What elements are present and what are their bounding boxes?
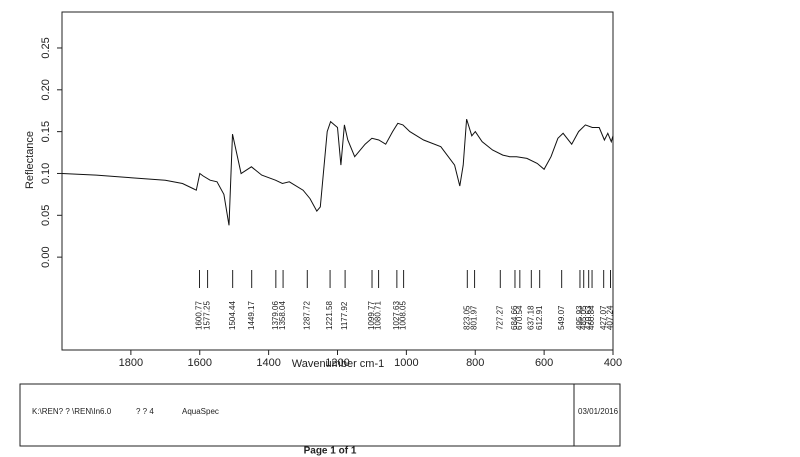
y-tick-label: 0.00 [40,246,52,267]
peak-label: 485.05 [579,305,588,330]
peak-label: 801.97 [470,305,479,330]
peak-label: 1008.05 [399,301,408,330]
peak-label: 495.93 [575,305,584,330]
peak-label: 460.84 [587,305,596,330]
y-tick-label: 0.05 [40,205,52,226]
peak-label: 684.66 [510,305,519,330]
peak-label: 612.91 [535,305,544,330]
peak-label: 1449.17 [247,301,256,330]
x-tick-label: 1000 [394,357,418,369]
x-tick-label: 1200 [325,357,349,369]
plot-frame [61,11,614,351]
peak-label: 1027.63 [392,301,401,330]
peak-label: 727.27 [495,305,504,330]
x-tick-label: 400 [604,357,622,369]
date: 03/01/2016 [578,407,619,416]
y-tick-label: 0.15 [40,121,52,142]
spectrum-line [61,118,614,226]
page-number: Page 1 of 1 [304,446,357,457]
peak-label: 427.07 [599,305,608,330]
peak-label: 1358.04 [278,301,287,330]
peak-label: 1099.77 [367,301,376,330]
peak-label: 670.54 [515,305,524,330]
peak-label: 1287.72 [302,301,311,330]
y-tick-label: 0.20 [40,79,52,100]
peak-label: 549.07 [557,305,566,330]
peak-label: 407.24 [606,305,615,330]
peak-label: 1221.58 [325,301,334,330]
footer-box [19,383,621,447]
x-tick-label: 1600 [188,357,212,369]
code: ? ? 4 [136,407,154,416]
peak-label: 470.63 [584,305,593,330]
x-tick-label: 600 [535,357,553,369]
file-path: K:\REN? ? \REN\In6.0 [32,407,112,416]
peak-label: 1577.25 [203,301,212,330]
peak-label: 637.18 [526,305,535,330]
peak-label: 1600.77 [195,301,204,330]
y-tick-label: 0.25 [40,37,52,58]
peak-label: 1379.06 [271,301,280,330]
x-tick-label: 1400 [256,357,280,369]
x-axis-label: Wavenumber cm-1 [292,358,385,370]
x-tick-label: 800 [466,357,484,369]
peak-label: 1504.44 [228,301,237,330]
y-tick-label: 0.10 [40,163,52,184]
peak-label: 1177.92 [340,301,349,330]
x-tick-label: 1800 [119,357,143,369]
peak-label: 1080.71 [374,301,383,330]
y-axis-label: Reflectance [24,131,36,189]
peak-label: 823.05 [462,305,471,330]
software: AquaSpec [182,407,219,416]
